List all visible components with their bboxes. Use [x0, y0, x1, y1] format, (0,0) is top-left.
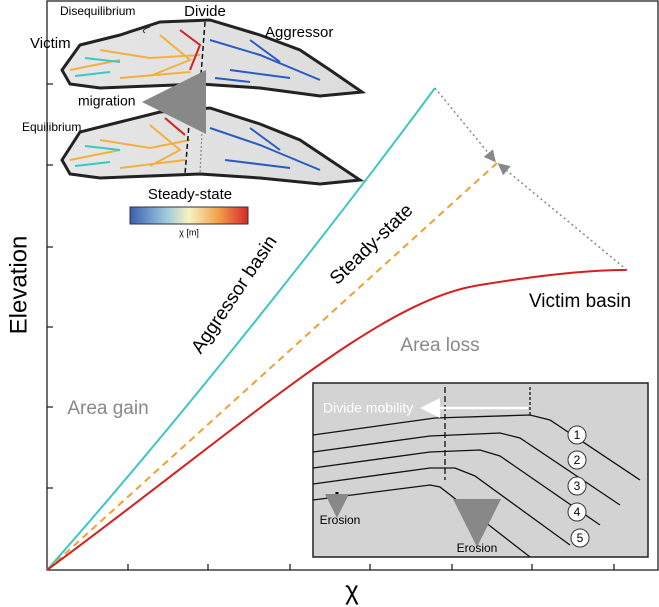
inset-text: Erosion — [457, 541, 498, 555]
map-text: migration — [78, 93, 136, 109]
area-gain: Area gain — [67, 398, 148, 419]
figure: Elevation χ Aggressor basin Steady-state… — [0, 0, 659, 607]
profile-number: 5 — [577, 531, 584, 545]
area-loss: Area loss — [400, 335, 479, 356]
shift-arrow — [500, 165, 627, 270]
profile-number: 4 — [574, 505, 581, 519]
colorbar — [130, 207, 248, 224]
victim-label: Victim basin — [529, 291, 631, 312]
profile-number: 2 — [574, 453, 581, 467]
shift-arrow — [435, 88, 494, 160]
colorbar-label: χ [m] — [179, 227, 199, 237]
map-text: Equilibrium — [22, 120, 81, 134]
map-text: Disequilibrium — [60, 4, 135, 18]
aggressor-label: Aggressor basin — [188, 232, 282, 358]
inset-text: Divide mobility — [323, 400, 413, 416]
x-label: χ — [345, 575, 359, 605]
map-bottom — [62, 108, 360, 184]
map-text: Victim — [30, 35, 71, 52]
map-text: Steady-state — [148, 186, 232, 203]
y-label: Elevation — [5, 236, 32, 335]
map-text: Aggressor — [265, 24, 333, 41]
profile-number: 3 — [574, 479, 581, 493]
map-text: Divide — [184, 3, 226, 20]
profile-number: 1 — [574, 428, 581, 442]
inset-text: Erosion — [320, 513, 361, 527]
